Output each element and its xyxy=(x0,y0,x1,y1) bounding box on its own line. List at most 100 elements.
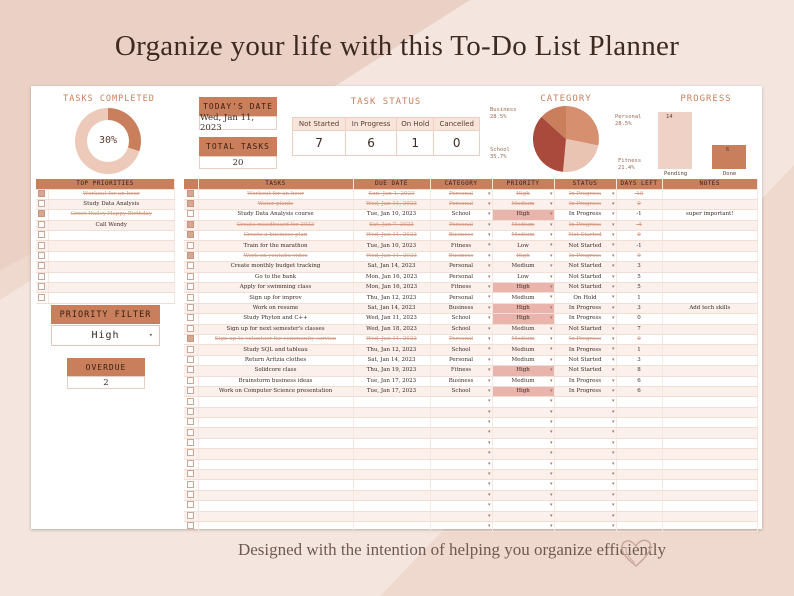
empty-cell[interactable] xyxy=(492,500,555,512)
empty-cell[interactable] xyxy=(616,479,663,491)
checkbox[interactable] xyxy=(38,283,46,291)
task-cell[interactable]: Create moodboard for 2023 xyxy=(198,220,354,232)
empty-cell[interactable] xyxy=(554,469,617,481)
notes-cell[interactable] xyxy=(662,189,758,200)
status-cell[interactable]: Not Started xyxy=(554,324,617,335)
days-left-cell[interactable]: 3 xyxy=(616,303,663,315)
empty-cell[interactable] xyxy=(662,521,758,533)
notes-cell[interactable] xyxy=(662,199,758,211)
checkbox[interactable] xyxy=(187,303,195,311)
empty-cell[interactable] xyxy=(353,396,431,408)
task-cell[interactable]: Sign up for improv xyxy=(198,292,354,304)
checkbox[interactable] xyxy=(187,272,195,280)
empty-cell[interactable] xyxy=(492,479,555,491)
empty-cell[interactable] xyxy=(198,438,354,450)
checkbox[interactable] xyxy=(38,189,46,197)
checkbox[interactable] xyxy=(187,459,195,467)
notes-cell[interactable] xyxy=(662,251,758,263)
status-cell[interactable]: In Progress xyxy=(554,313,617,325)
task-cell[interactable]: Create a business plan xyxy=(198,230,354,242)
empty-cell[interactable] xyxy=(430,511,493,523)
task-cell[interactable]: Study Data Analysis course xyxy=(198,209,354,221)
notes-cell[interactable] xyxy=(662,282,758,294)
empty-cell[interactable] xyxy=(198,448,354,460)
status-cell[interactable]: In Progress xyxy=(554,199,617,211)
category-cell[interactable]: Business xyxy=(430,251,493,263)
notes-cell[interactable] xyxy=(662,386,758,398)
empty-cell[interactable] xyxy=(554,500,617,512)
notes-cell[interactable] xyxy=(662,292,758,304)
checkbox[interactable] xyxy=(187,439,195,447)
empty-cell[interactable] xyxy=(554,407,617,419)
empty-cell[interactable] xyxy=(430,459,493,471)
days-left-cell[interactable]: 7 xyxy=(616,324,663,335)
days-left-cell[interactable]: 0 xyxy=(616,251,663,263)
priority-cell[interactable]: Medium xyxy=(492,324,555,335)
category-cell[interactable]: Fitness xyxy=(430,365,493,377)
empty-cell[interactable] xyxy=(616,490,663,502)
status-cell[interactable]: In Progress xyxy=(554,334,617,346)
notes-cell[interactable] xyxy=(662,313,758,325)
priority-text[interactable] xyxy=(48,272,175,284)
task-cell[interactable]: Work on youtube video xyxy=(198,251,354,263)
task-cell[interactable]: Study SQL and tableau xyxy=(198,344,354,356)
empty-cell[interactable] xyxy=(353,427,431,439)
priority-text[interactable] xyxy=(48,251,175,263)
due-date-cell[interactable]: Thu, Jan 12, 2023 xyxy=(353,292,431,304)
due-date-cell[interactable]: Thu, Jan 12, 2023 xyxy=(353,344,431,356)
empty-cell[interactable] xyxy=(662,407,758,419)
empty-cell[interactable] xyxy=(198,479,354,491)
checkbox[interactable] xyxy=(38,220,46,228)
status-cell[interactable]: In Progress xyxy=(554,344,617,356)
priority-cell[interactable]: High xyxy=(492,282,555,294)
empty-cell[interactable] xyxy=(662,448,758,460)
empty-cell[interactable] xyxy=(430,479,493,491)
empty-cell[interactable] xyxy=(353,459,431,471)
empty-cell[interactable] xyxy=(492,521,555,533)
empty-cell[interactable] xyxy=(430,448,493,460)
priority-cell[interactable]: High xyxy=(492,303,555,315)
checkbox[interactable] xyxy=(187,480,195,488)
checkbox[interactable] xyxy=(187,418,195,426)
days-left-cell[interactable]: 6 xyxy=(616,376,663,387)
category-cell[interactable]: School xyxy=(430,344,493,356)
priority-cell[interactable]: Medium xyxy=(492,230,555,242)
task-cell[interactable]: Sign up for next semester's classes xyxy=(198,324,354,335)
status-cell[interactable]: In Progress xyxy=(554,251,617,263)
status-cell[interactable]: Not Started xyxy=(554,365,617,377)
empty-cell[interactable] xyxy=(554,479,617,491)
due-date-cell[interactable]: Wed, Jan 11, 2023 xyxy=(353,199,431,211)
category-cell[interactable]: School xyxy=(430,386,493,398)
priority-cell[interactable]: Medium xyxy=(492,292,555,304)
checkbox[interactable] xyxy=(187,200,195,208)
due-date-cell[interactable]: Wed, Jan 11, 2023 xyxy=(353,251,431,263)
empty-cell[interactable] xyxy=(198,427,354,439)
notes-cell[interactable] xyxy=(662,261,758,273)
empty-cell[interactable] xyxy=(616,417,663,429)
due-date-cell[interactable]: Sat, Jan 14, 2023 xyxy=(353,355,431,367)
checkbox[interactable] xyxy=(187,231,195,239)
due-date-cell[interactable]: Sun, Jan 1, 2023 xyxy=(353,189,431,200)
status-cell[interactable]: Not Started xyxy=(554,240,617,252)
empty-cell[interactable] xyxy=(198,459,354,471)
empty-cell[interactable] xyxy=(554,427,617,439)
checkbox[interactable] xyxy=(187,449,195,457)
empty-cell[interactable] xyxy=(554,521,617,533)
empty-cell[interactable] xyxy=(616,448,663,460)
task-cell[interactable]: Water plants xyxy=(198,199,354,211)
checkbox[interactable] xyxy=(187,252,195,260)
empty-cell[interactable] xyxy=(662,396,758,408)
empty-cell[interactable] xyxy=(662,479,758,491)
todays-date-value[interactable]: Wed, Jan 11, 2023 xyxy=(199,113,277,133)
priority-cell[interactable]: Medium xyxy=(492,220,555,232)
empty-cell[interactable] xyxy=(492,469,555,481)
empty-cell[interactable] xyxy=(492,417,555,429)
days-left-cell[interactable]: 8 xyxy=(616,365,663,377)
status-cell[interactable]: In Progress xyxy=(554,220,617,232)
status-cell[interactable]: Not Started xyxy=(554,272,617,284)
due-date-cell[interactable]: Tue, Jan 17, 2023 xyxy=(353,386,431,398)
days-left-cell[interactable]: -4 xyxy=(616,220,663,232)
status-cell[interactable]: On Hold xyxy=(554,292,617,304)
empty-cell[interactable] xyxy=(353,511,431,523)
priority-text[interactable] xyxy=(48,292,175,304)
